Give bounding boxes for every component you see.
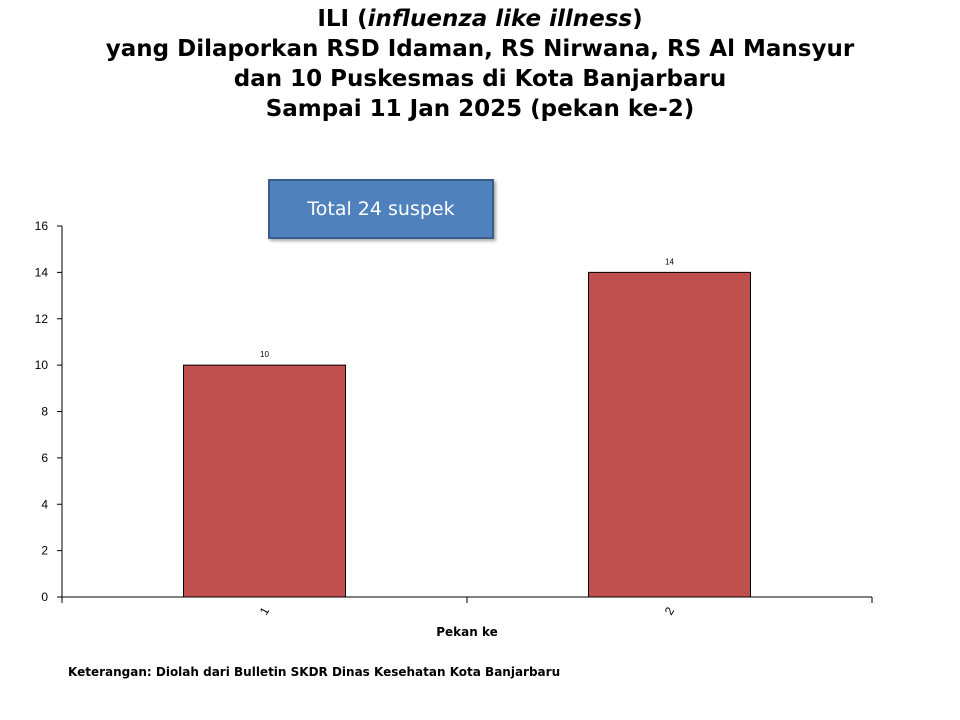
y-tick-label: 8 — [41, 405, 48, 419]
title-line-1-italic: influenza like illness — [367, 6, 633, 32]
y-tick-label: 10 — [35, 358, 49, 372]
bar-data-label: 10 — [260, 350, 269, 359]
chart-title: ILI (influenza like illness) yang Dilapo… — [0, 4, 960, 124]
title-line-2: yang Dilaporkan RSD Idaman, RS Nirwana, … — [105, 36, 855, 62]
y-tick-label: 0 — [41, 590, 48, 604]
x-axis-title: Pekan ke — [436, 625, 498, 639]
y-tick-label: 2 — [41, 544, 48, 558]
y-tick-label: 16 — [35, 219, 49, 233]
bar-pekan-1 — [183, 364, 346, 598]
source-note: Keterangan: Diolah dari Bulletin SKDR Di… — [68, 665, 561, 679]
bar-data-label: 14 — [665, 257, 674, 266]
y-tick-label: 14 — [35, 265, 49, 279]
title-line-1-prefix: ILI ( — [317, 6, 368, 32]
title-line-4: Sampai 11 Jan 2025 (pekan ke-2) — [265, 96, 695, 122]
x-tick-label: 2 — [662, 604, 678, 617]
total-callout: Total 24 suspek — [268, 179, 494, 239]
x-tick-label: 1 — [257, 604, 273, 617]
bar-pekan-2 — [588, 271, 751, 598]
y-tick-label: 6 — [41, 451, 48, 465]
title-line-3: dan 10 Puskesmas di Kota Banjarbaru — [233, 66, 727, 92]
title-line-1: ILI (influenza like illness) — [0, 4, 960, 34]
y-tick-label: 12 — [35, 312, 49, 326]
title-line-1-suffix: ) — [632, 6, 643, 32]
y-tick-label: 4 — [41, 497, 48, 511]
